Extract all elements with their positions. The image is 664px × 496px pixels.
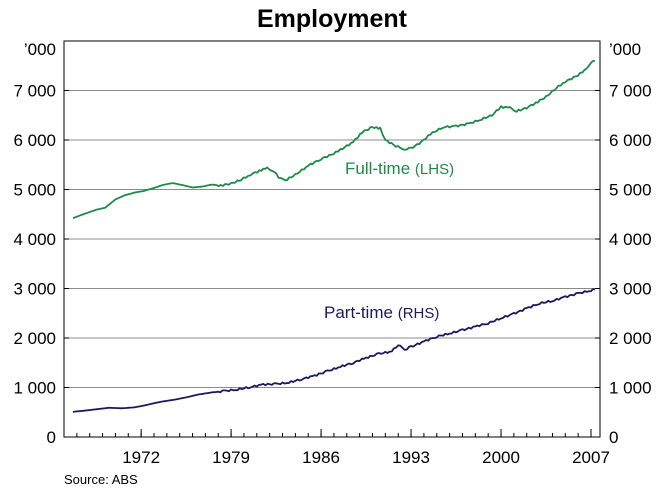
- y-tick-label-left: 3 000: [13, 280, 56, 299]
- y-tick-label-right: 3 000: [609, 280, 652, 299]
- y-tick-label-right: 2 000: [609, 329, 652, 348]
- gridlines: [64, 91, 600, 388]
- left-axis-unit: ’000: [24, 40, 56, 59]
- series-label-full-time: Full-time (LHS): [345, 159, 454, 178]
- x-tick-label: 2000: [482, 448, 520, 467]
- series-label-part-time: Part-time (RHS): [324, 303, 439, 322]
- y-tick-label-left: 6 000: [13, 131, 56, 150]
- x-tick-label: 1979: [212, 448, 250, 467]
- y-tick-label-left: 0: [47, 428, 56, 447]
- y-tick-label-right: 6 000: [609, 131, 652, 150]
- x-tick-label: 1972: [122, 448, 160, 467]
- source-note: Source: ABS: [64, 472, 138, 487]
- chart-title: Employment: [257, 5, 408, 33]
- x-tick-label: 1986: [302, 448, 340, 467]
- y-tick-label-right: 7 000: [609, 82, 652, 101]
- y-tick-label-left: 2 000: [13, 329, 56, 348]
- left-y-axis: 0 1 000 2 000 3 000 4 000 5 000 6 000 7 000: [13, 82, 69, 448]
- x-tick-label: 2007: [572, 448, 610, 467]
- right-axis-unit: ’000: [609, 40, 641, 59]
- y-tick-label-right: 1 000: [609, 379, 652, 398]
- y-tick-label-right: 0: [609, 428, 618, 447]
- right-y-axis: 0 1 000 2 000 3 000 4 000 5 000 6 000 7 000: [595, 82, 652, 448]
- x-axis: 1972 1979 1986 1993 2000 2007: [64, 429, 610, 467]
- y-tick-label-right: 4 000: [609, 230, 652, 249]
- x-tick-label: 1993: [392, 448, 430, 467]
- y-tick-label-left: 5 000: [13, 181, 56, 200]
- y-tick-label-left: 1 000: [13, 379, 56, 398]
- series-lines: [73, 61, 595, 412]
- y-tick-label-left: 4 000: [13, 230, 56, 249]
- y-tick-label-left: 7 000: [13, 82, 56, 101]
- y-tick-label-right: 5 000: [609, 181, 652, 200]
